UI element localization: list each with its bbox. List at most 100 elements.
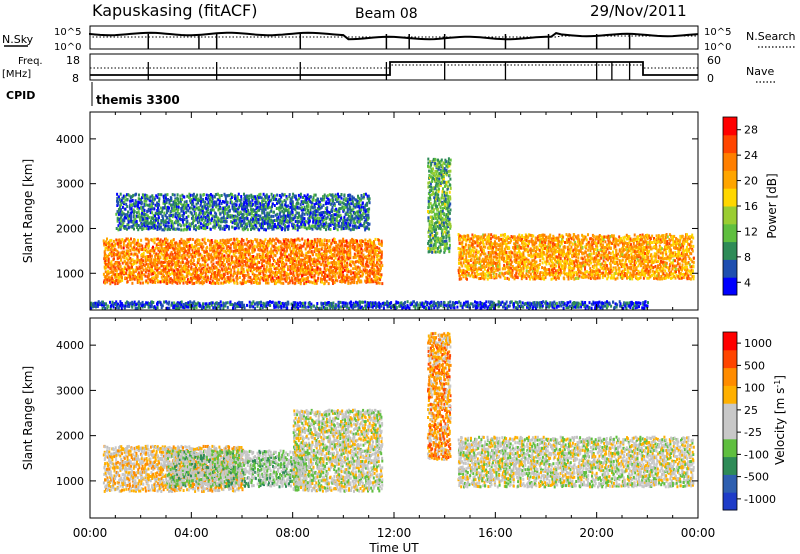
scatter-cell (205, 250, 208, 254)
scatter-cell (197, 201, 200, 205)
scatter-cell (526, 273, 529, 277)
scatter-cell (525, 243, 528, 247)
scatter-cell (477, 237, 480, 241)
scatter-cell (254, 214, 257, 218)
scatter-cell (235, 221, 238, 225)
scatter-cell (516, 238, 519, 242)
scatter-cell (146, 219, 149, 223)
scatter-cell (142, 205, 145, 209)
scatter-cell (164, 224, 167, 228)
scatter-cell (488, 276, 491, 280)
scatter-cell (116, 272, 118, 276)
scatter-cell (250, 193, 253, 197)
scatter-cell (130, 237, 132, 241)
scatter-cell (166, 262, 169, 266)
scatter-cell (244, 247, 247, 251)
scatter-cell (118, 221, 121, 225)
scatter-cell (279, 203, 282, 207)
scatter-cell (323, 267, 326, 270)
scatter-cell (132, 273, 135, 277)
scatter-cell (294, 245, 297, 248)
scatter-cell (270, 267, 273, 271)
scatter-cell (265, 270, 268, 274)
scatter-cell (504, 271, 507, 275)
scatter-cell (193, 245, 196, 249)
scatter-cell (173, 259, 176, 263)
scatter-cell (234, 242, 237, 246)
scatter-cell (334, 256, 337, 260)
scatter-cell (183, 227, 186, 231)
scatter-cell (346, 261, 349, 265)
scatter-cell (153, 251, 156, 255)
scatter-cell (199, 273, 202, 276)
scatter-cell (287, 257, 290, 261)
scatter-cell (246, 206, 249, 210)
scatter-cell (181, 273, 184, 277)
scatter-cell (265, 228, 267, 232)
scatter-cell (380, 266, 382, 270)
scatter-cell (476, 260, 479, 264)
scatter-cell (166, 270, 169, 274)
scatter-cell (460, 235, 463, 239)
scatter-cell (368, 257, 371, 261)
scatter-cell (495, 258, 498, 262)
scatter-cell (289, 265, 292, 268)
scatter-cell (217, 282, 220, 285)
scatter-cell (335, 219, 338, 222)
scatter-cell (347, 194, 350, 197)
scatter-cell (221, 242, 224, 246)
scatter-cell (468, 267, 471, 271)
scatter-cell (136, 247, 139, 251)
scatter-cell (254, 255, 257, 259)
scatter-cell (213, 218, 216, 222)
scatter-cell (327, 282, 330, 286)
scatter-cell (329, 198, 332, 202)
scatter-cell (316, 206, 319, 210)
scatter-cell (258, 278, 261, 282)
scatter-cell (157, 271, 160, 275)
scatter-cell (202, 227, 205, 230)
scatter-cell (508, 255, 511, 259)
scatter-cell (131, 258, 134, 262)
scatter-cell (143, 264, 146, 268)
scatter-cell (522, 266, 525, 270)
scatter-cell (167, 221, 170, 225)
scatter-cell (160, 249, 162, 253)
scatter-cell (259, 275, 262, 279)
scatter-cell (188, 244, 191, 248)
scatter-cell (133, 210, 136, 214)
scatter-cell (197, 242, 199, 246)
scatter-cell (242, 239, 245, 243)
scatter-cell (354, 211, 356, 215)
scatter-cell (363, 205, 366, 209)
scatter-cell (342, 237, 345, 241)
scatter-cell (529, 277, 531, 281)
scatter-cell (349, 269, 352, 273)
scatter-cell (357, 210, 360, 214)
scatter-cell (330, 250, 332, 254)
scatter-cell (137, 210, 140, 214)
scatter-cell (225, 246, 228, 250)
scatter-cell (229, 273, 232, 277)
scatter-cell (243, 220, 246, 224)
scatter-cell (480, 272, 483, 276)
scatter-cell (158, 222, 161, 226)
scatter-cell (192, 259, 195, 263)
scatter-cell (182, 269, 185, 273)
scatter-cell (236, 240, 239, 244)
scatter-cell (295, 247, 298, 251)
scatter-cell (198, 281, 201, 285)
scatter-cell (142, 254, 145, 258)
scatter-cell (187, 203, 190, 207)
scatter-cell (238, 217, 241, 220)
scatter-cell (486, 240, 489, 243)
scatter-cell (201, 242, 204, 246)
scatter-cell (234, 250, 237, 254)
scatter-cell (343, 247, 346, 251)
scatter-cell (139, 226, 142, 229)
scatter-cell (173, 275, 176, 278)
scatter-cell (183, 195, 186, 199)
scatter-cell (144, 213, 147, 216)
scatter-cell (306, 193, 309, 197)
scatter-cell (323, 257, 326, 261)
